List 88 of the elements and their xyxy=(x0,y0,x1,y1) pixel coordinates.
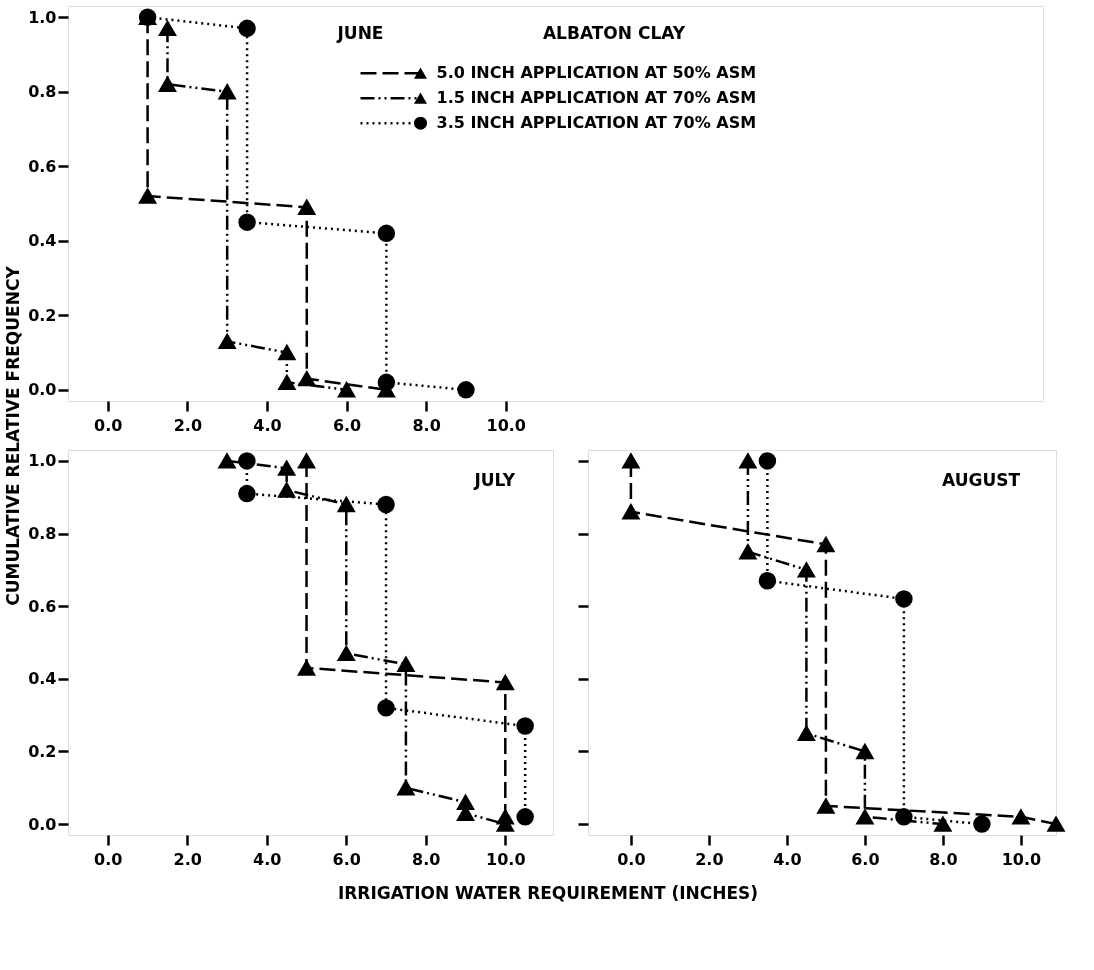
x-tick-label: 0.0 xyxy=(94,849,123,869)
point xyxy=(856,809,874,825)
point xyxy=(516,808,534,826)
legend-label: 5.0 INCH APPLICATION AT 50% ASM xyxy=(436,63,757,83)
x-tick-label: 4.0 xyxy=(773,849,802,869)
text: AUGUST xyxy=(942,469,1021,490)
point xyxy=(1012,809,1030,825)
point xyxy=(973,815,991,833)
x-tick-label: 8.0 xyxy=(412,415,441,435)
x-tick-label: 2.0 xyxy=(173,849,202,869)
point xyxy=(238,484,256,503)
y-tick-label: 0.6 xyxy=(28,596,57,616)
point xyxy=(397,780,415,796)
y-axis-title: CUMULATIVE RELATIVE FREQUENCY xyxy=(3,265,23,606)
y-tick-label: 1.0 xyxy=(28,7,57,27)
point xyxy=(377,224,396,243)
x-axis-title: IRRIGATION WATER REQUIREMENT (INCHES) xyxy=(337,883,759,903)
point xyxy=(298,370,316,387)
point xyxy=(238,452,256,470)
point xyxy=(337,496,356,513)
y-tick-label: 0.6 xyxy=(28,156,57,176)
point xyxy=(238,19,256,38)
point xyxy=(934,816,952,832)
point xyxy=(218,84,236,100)
point xyxy=(856,743,874,760)
y-tick-label: 1.0 xyxy=(28,451,57,471)
legend-label: 3.5 INCH APPLICATION AT 70% ASM xyxy=(436,113,757,133)
y-tick-label: 0.8 xyxy=(28,82,57,102)
point xyxy=(297,453,316,469)
y-tick-label: 0.4 xyxy=(28,231,57,251)
y-tick-label: 0.4 xyxy=(28,669,57,689)
y-tick-label: 0.0 xyxy=(28,814,57,834)
point xyxy=(457,381,475,399)
y-tick-label: 0.0 xyxy=(28,380,57,400)
point xyxy=(739,453,757,469)
point xyxy=(377,699,395,717)
point xyxy=(758,572,777,590)
legend-label: 1.5 INCH APPLICATION AT 70% ASM xyxy=(436,88,757,108)
point xyxy=(298,199,316,215)
point xyxy=(895,808,913,826)
x-tick-label: 4.0 xyxy=(253,415,282,435)
point xyxy=(758,452,777,470)
x-tick-label: 6.0 xyxy=(851,849,880,869)
point xyxy=(895,590,913,608)
point xyxy=(278,374,296,391)
x-tick-label: 6.0 xyxy=(332,415,362,435)
x-tick-label: 6.0 xyxy=(332,849,361,869)
x-tick-label: 10.0 xyxy=(486,849,526,869)
x-tick-label: 10.0 xyxy=(1001,849,1042,869)
x-tick-label: 0.0 xyxy=(617,849,646,869)
point xyxy=(739,543,757,560)
point xyxy=(496,674,515,691)
point xyxy=(337,645,356,662)
point xyxy=(622,453,640,469)
x-tick-label: 8.0 xyxy=(412,849,441,869)
point xyxy=(218,453,236,469)
text: JUNE xyxy=(336,22,384,43)
point xyxy=(817,536,835,553)
y-tick-label: 0.2 xyxy=(28,741,57,761)
point xyxy=(516,717,534,735)
point xyxy=(158,20,177,37)
text: JULY xyxy=(473,469,516,490)
point xyxy=(238,213,256,231)
point xyxy=(218,333,236,350)
x-tick-label: 10.0 xyxy=(486,415,526,435)
point xyxy=(622,504,640,520)
point xyxy=(817,798,835,814)
point xyxy=(377,373,396,392)
point xyxy=(277,460,296,476)
point xyxy=(397,656,415,672)
point xyxy=(277,482,296,498)
point xyxy=(138,188,157,204)
y-tick-label: 0.8 xyxy=(28,524,57,544)
point xyxy=(278,344,296,361)
x-tick-label: 4.0 xyxy=(253,849,282,869)
point xyxy=(377,495,395,514)
point xyxy=(297,660,316,676)
x-tick-label: 8.0 xyxy=(929,849,958,869)
x-tick-label: 0.0 xyxy=(94,415,123,435)
x-tick-label: 2.0 xyxy=(173,415,203,435)
annotation: ALBATON CLAY xyxy=(542,22,686,43)
point xyxy=(1047,816,1065,832)
y-tick-label: 0.2 xyxy=(28,305,57,325)
x-tick-label: 2.0 xyxy=(695,849,724,869)
point xyxy=(158,76,177,92)
point xyxy=(797,562,816,578)
point xyxy=(797,725,816,742)
point xyxy=(337,382,356,398)
